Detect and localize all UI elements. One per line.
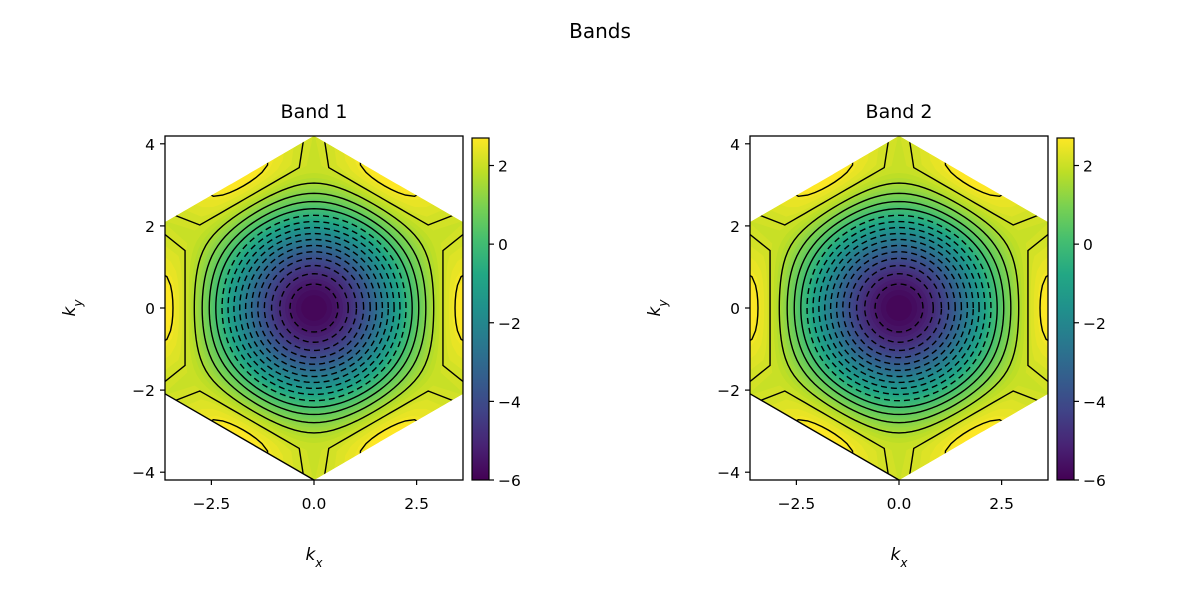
band-1-panel: Band 1 −2.5 0.0 2.5 −4 −2 0 2 4 kx ky 2 0 −2 −4 −6	[60, 101, 521, 570]
colorbar-tick-label: 0	[498, 236, 508, 254]
panel-title: Band 2	[866, 101, 933, 123]
contour-line	[250, 244, 378, 372]
colorbar-tick-label: −4	[498, 393, 521, 411]
contour-line	[848, 257, 950, 359]
contour-line	[778, 182, 1020, 434]
contour-line	[289, 283, 339, 333]
colorbar-tick-label: −4	[1083, 393, 1106, 411]
contour-line	[270, 264, 358, 352]
contour-line	[208, 200, 420, 416]
contour-line	[201, 192, 427, 424]
contour-line	[193, 182, 435, 434]
x-tick-label: 0.0	[887, 495, 912, 513]
hexagon-edge	[749, 393, 900, 481]
panel-title: Band 1	[281, 101, 348, 123]
contour-line	[257, 251, 371, 365]
contour-line	[855, 264, 943, 352]
contour-line	[750, 136, 1048, 480]
contour-line	[750, 136, 1048, 480]
colorbar-gradient	[471, 137, 490, 481]
contour-line	[786, 192, 1012, 424]
y-tick-label: 2	[730, 218, 740, 236]
contour-line	[835, 244, 963, 372]
contour-line	[263, 257, 365, 359]
contour-line	[244, 238, 384, 378]
contour-line	[165, 136, 463, 480]
contour-line	[165, 136, 463, 480]
contour-line	[279, 273, 349, 343]
colorbar-tick-label: −2	[1083, 315, 1106, 333]
contour-line	[806, 214, 992, 402]
contour-line	[215, 208, 413, 408]
colorbar-tick-label: −6	[1083, 472, 1106, 490]
contour-line	[239, 232, 389, 384]
contour-line	[842, 251, 956, 365]
y-tick-label: 2	[145, 218, 155, 236]
x-tick-label: −2.5	[193, 495, 231, 513]
x-tick-label: −2.5	[778, 495, 816, 513]
y-tick-label: −4	[132, 464, 155, 482]
x-tick-label: 2.5	[404, 495, 429, 513]
contour-line	[812, 220, 986, 396]
colorbar-tick-label: 2	[1083, 158, 1093, 176]
x-tick-label: 2.5	[989, 495, 1014, 513]
contour-line	[800, 208, 998, 408]
colorbar-tick-label: −6	[498, 472, 521, 490]
colorbar: 2 0 −2 −4 −6	[1056, 137, 1106, 490]
contour-line	[227, 220, 401, 396]
contour-line	[818, 226, 980, 390]
y-axis-label: ky	[645, 299, 670, 317]
colorbar-gradient	[1056, 137, 1075, 481]
y-axis-label: ky	[60, 299, 85, 317]
colorbar-tick-label: −2	[498, 315, 521, 333]
y-tick-label: 4	[730, 136, 740, 154]
x-tick-label: 0.0	[302, 495, 327, 513]
y-tick-label: 0	[730, 300, 740, 318]
heatmap-band-fill	[301, 295, 327, 321]
heatmap-band-fill	[886, 295, 912, 321]
band-heatmap	[750, 136, 1048, 480]
contour-line	[824, 232, 974, 384]
band-heatmap	[165, 136, 463, 480]
band-2-panel: Band 2 −2.5 0.0 2.5 −4 −2 0 2 4 kx ky 2 0 −2 −4 −6	[645, 101, 1106, 570]
y-tick-label: −2	[132, 382, 155, 400]
colorbar-tick-label: 0	[1083, 236, 1093, 254]
y-tick-label: −2	[717, 382, 740, 400]
figure-title: Bands	[569, 19, 631, 43]
contour-line	[829, 238, 969, 378]
hexagon-edge	[164, 393, 315, 481]
colorbar-tick-label: 2	[498, 158, 508, 176]
contour-line	[793, 200, 1005, 416]
y-tick-label: 0	[145, 300, 155, 318]
contour-line	[864, 273, 934, 343]
x-axis-label: kx	[891, 545, 909, 570]
contour-line	[874, 283, 924, 333]
colorbar: 2 0 −2 −4 −6	[471, 137, 521, 490]
y-tick-label: 4	[145, 136, 155, 154]
contour-line	[221, 214, 407, 402]
y-tick-label: −4	[717, 464, 740, 482]
contour-line	[233, 226, 395, 390]
x-axis-label: kx	[306, 545, 324, 570]
